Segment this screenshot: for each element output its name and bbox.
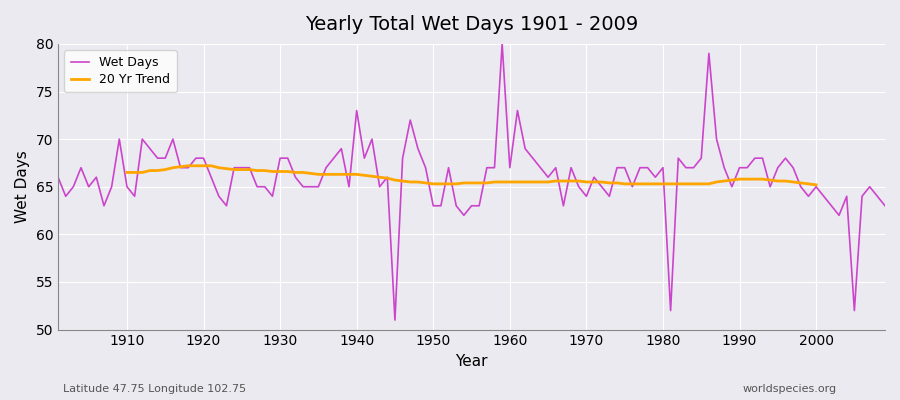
Legend: Wet Days, 20 Yr Trend: Wet Days, 20 Yr Trend (64, 50, 176, 92)
Text: worldspecies.org: worldspecies.org (742, 384, 837, 394)
Wet Days (283, 156, 293, 160)
20 Yr Trend (803, 182, 814, 186)
20 Yr Trend (711, 180, 722, 184)
Title: Yearly Total Wet Days 1901 - 2009: Yearly Total Wet Days 1901 - 2009 (305, 15, 638, 34)
20 Yr Trend (796, 180, 806, 185)
Line: Wet Days: Wet Days (58, 44, 885, 320)
20 Yr Trend (122, 170, 132, 175)
Wet Days (879, 203, 890, 208)
20 Yr Trend (183, 163, 194, 168)
Wet Days (328, 156, 339, 160)
Wet Days (519, 146, 530, 151)
Wet Days (497, 42, 508, 46)
20 Yr Trend (811, 182, 822, 187)
20 Yr Trend (305, 171, 316, 176)
X-axis label: Year: Year (455, 354, 488, 369)
Wet Days (390, 318, 400, 322)
Wet Days (52, 175, 63, 180)
Wet Days (512, 108, 523, 113)
Line: 20 Yr Trend: 20 Yr Trend (127, 166, 816, 185)
20 Yr Trend (290, 170, 301, 175)
20 Yr Trend (213, 165, 224, 170)
Y-axis label: Wet Days: Wet Days (15, 150, 30, 223)
Text: Latitude 47.75 Longitude 102.75: Latitude 47.75 Longitude 102.75 (63, 384, 246, 394)
Wet Days (114, 137, 125, 142)
Wet Days (612, 165, 623, 170)
